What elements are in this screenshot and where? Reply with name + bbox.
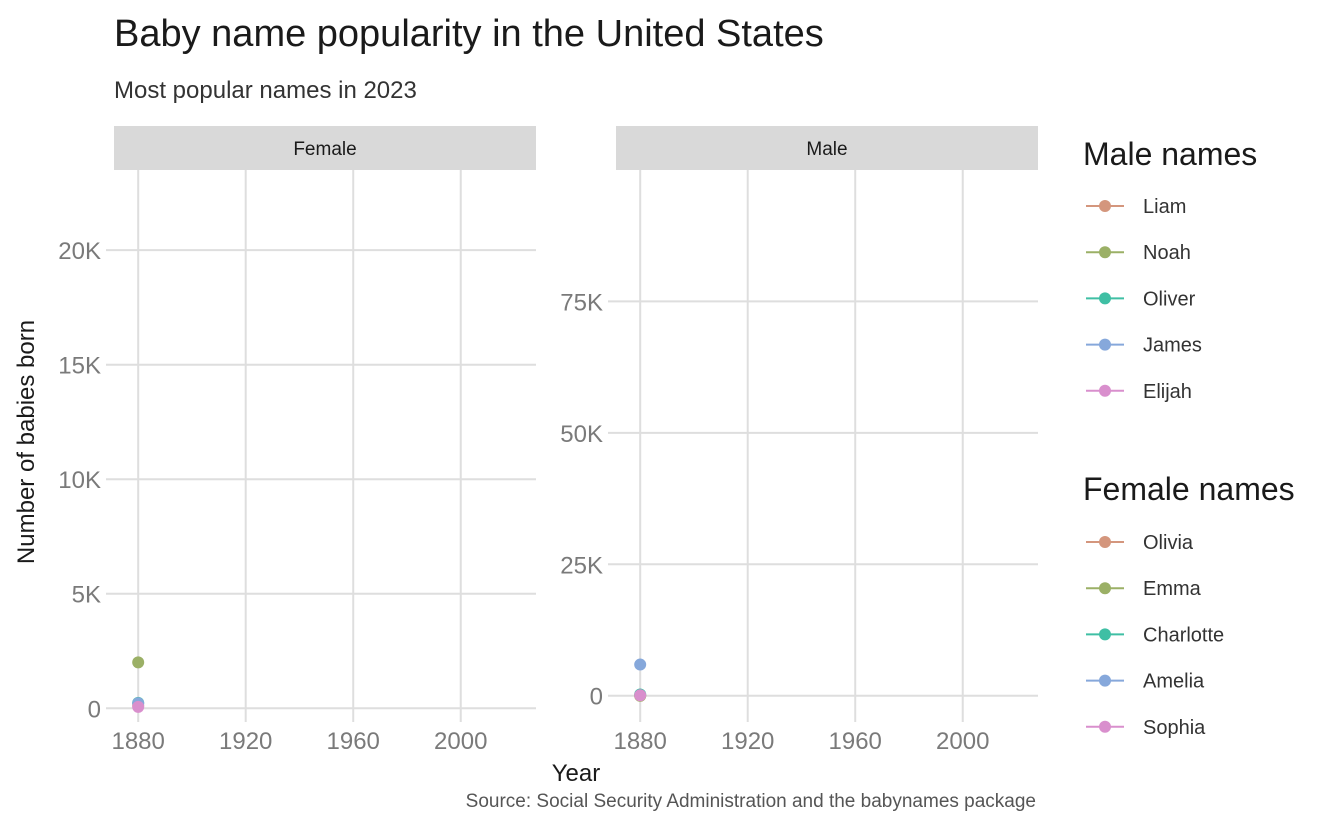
x-tick-label: 1960 [327, 728, 380, 755]
legend-item-james: James [1086, 335, 1202, 357]
chart-caption: Source: Social Security Administration a… [466, 791, 1036, 812]
series-emma [132, 656, 145, 669]
legend-item-sophia: Sophia [1086, 717, 1206, 739]
y-tick-label: 50K [560, 421, 603, 448]
legend-item-olivia: Olivia [1086, 532, 1194, 554]
legend-item-emma: Emma [1086, 578, 1202, 600]
x-tick-label: 1880 [111, 728, 164, 755]
legend-item-charlotte: Charlotte [1086, 624, 1224, 646]
legend-key-point [1099, 200, 1111, 212]
y-tick-label: 0 [88, 696, 101, 723]
legend-label: Sophia [1143, 717, 1206, 739]
y-tick-label: 5K [72, 582, 101, 609]
series-james [634, 658, 647, 671]
x-axis-title: Year [552, 760, 601, 787]
legend-key-point [1099, 292, 1111, 305]
y-tick-label: 0 [590, 684, 603, 711]
series-sophia [132, 700, 145, 713]
facet-strip-label: Male [806, 139, 847, 160]
chart-title: Baby name popularity in the United State… [114, 13, 824, 55]
legend-label: Charlotte [1143, 624, 1224, 646]
legend-key-point [1099, 384, 1111, 397]
legend-item-oliver: Oliver [1086, 288, 1196, 310]
x-tick-label: 1880 [613, 728, 666, 755]
x-tick-label: 1920 [219, 728, 272, 755]
legend-key-point [1099, 338, 1111, 351]
legend-key-point [1099, 628, 1111, 641]
y-tick-label: 25K [560, 552, 603, 579]
facet-strip-label: Female [293, 139, 356, 160]
y-axis-title: Number of babies born [13, 320, 40, 564]
panel-female: Female 1880 1920 1960 2000 0 5K 10K 15K 20K [58, 126, 536, 755]
legend-item-noah: Noah [1086, 242, 1191, 264]
y-tick-label: 20K [58, 238, 101, 265]
facet-strip [616, 126, 1038, 170]
legend-key-point [1099, 246, 1111, 259]
legend-group-male: Male names Liam Noah Oliver James Elijah [1083, 136, 1257, 403]
facet-panels: Female 1880 1920 1960 2000 0 5K 10K 15K 20K Male 18… [58, 126, 1038, 755]
y-tick-label: 15K [58, 353, 101, 380]
legend-title: Female names [1083, 471, 1295, 507]
legend-label: Noah [1143, 242, 1191, 264]
legend-key-point [1099, 536, 1111, 548]
facet-strip [114, 126, 536, 170]
legend-item-liam: Liam [1086, 196, 1186, 218]
legend-label: James [1143, 335, 1202, 357]
legend-label: Oliver [1143, 288, 1196, 310]
series-elijah [634, 689, 647, 702]
legend-label: Amelia [1143, 671, 1205, 693]
legend-key-point [1099, 582, 1111, 595]
legend-label: Liam [1143, 196, 1186, 218]
x-tick-label: 2000 [434, 728, 487, 755]
legend-label: Elijah [1143, 381, 1192, 403]
x-tick-label: 2000 [936, 728, 989, 755]
legend-item-amelia: Amelia [1086, 671, 1205, 693]
legend-group-female: Female names Olivia Emma Charlotte Amelia Sop… [1083, 471, 1295, 739]
data-point-emma [132, 656, 145, 669]
y-tick-label: 75K [560, 289, 603, 316]
legend-item-elijah: Elijah [1086, 381, 1192, 403]
panel-male: Male 1880 1920 1960 2000 0 25K 50K 75K [560, 126, 1038, 755]
x-tick-label: 1960 [829, 728, 882, 755]
x-tick-label: 1920 [721, 728, 774, 755]
legend-label: Olivia [1143, 532, 1194, 554]
y-tick-label: 10K [58, 467, 101, 494]
data-point-sophia [132, 700, 145, 713]
legend-key-point [1099, 674, 1111, 687]
legend: Male names Liam Noah Oliver James Elijah Femal… [1083, 136, 1295, 739]
legend-title: Male names [1083, 136, 1257, 172]
data-point-james [634, 658, 647, 671]
chart-subtitle: Most popular names in 2023 [114, 77, 417, 104]
legend-label: Emma [1143, 578, 1202, 600]
data-point-elijah [634, 689, 647, 702]
legend-key-point [1099, 720, 1111, 733]
